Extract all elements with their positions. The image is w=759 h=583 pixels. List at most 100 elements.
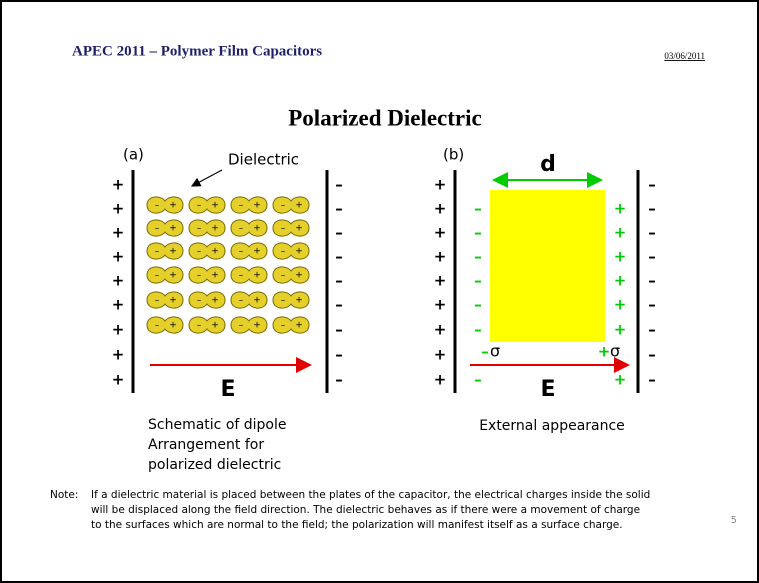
slide-title: Polarized Dielectric — [288, 105, 481, 130]
dipole — [146, 219, 184, 237]
dipole-sign: + — [295, 201, 303, 211]
charge-sign: – — [335, 176, 343, 194]
dipole-sign: – — [197, 224, 202, 234]
dipole — [272, 196, 310, 214]
charge-sign: – — [474, 321, 482, 339]
charge-sign: – — [648, 296, 656, 314]
charge-sign: + — [434, 200, 447, 218]
surface-charge: σ — [610, 342, 620, 361]
charge-sign: – — [648, 346, 656, 364]
dipole-sign: – — [197, 296, 202, 306]
dipole-sign: – — [155, 201, 160, 211]
dipole-sign: + — [211, 296, 219, 306]
dipole — [230, 196, 268, 214]
caption: Arrangement for — [148, 437, 264, 453]
dipole — [272, 242, 310, 260]
charge-sign: + — [434, 371, 447, 389]
dipole-sign: + — [169, 247, 177, 257]
charge-sign: + — [614, 321, 627, 339]
dipole-sign: – — [281, 321, 286, 331]
dipole — [230, 266, 268, 284]
charge-sign: + — [112, 371, 125, 389]
dipole-sign: – — [239, 224, 244, 234]
dipole-sign: + — [295, 296, 303, 306]
charge-sign: – — [648, 176, 656, 194]
dipole — [188, 242, 226, 260]
charge-sign: – — [648, 224, 656, 242]
charge-sign: – — [335, 272, 343, 290]
dipole-sign: + — [295, 321, 303, 331]
charge-sign: + — [112, 346, 125, 364]
charge-sign: + — [598, 343, 611, 361]
dipole — [146, 266, 184, 284]
dipole-sign: – — [239, 271, 244, 281]
field-label: E — [220, 377, 235, 402]
charge-sign: + — [112, 296, 125, 314]
charge-sign: – — [335, 200, 343, 218]
dipole-sign: + — [211, 321, 219, 331]
dipole-sign: + — [211, 271, 219, 281]
charge-sign: – — [474, 224, 482, 242]
dipole-sign: + — [253, 201, 261, 211]
dipole-sign: + — [295, 224, 303, 234]
charge-sign: + — [112, 200, 125, 218]
header-title: APEC 2011 – Polymer Film Capacitors — [72, 43, 322, 59]
charge-sign: – — [474, 200, 482, 218]
charge-sign: + — [112, 272, 125, 290]
charge-sign: – — [474, 272, 482, 290]
dipole-sign: – — [281, 247, 286, 257]
dipole-sign: + — [211, 201, 219, 211]
charge-sign: – — [648, 321, 656, 339]
charge-sign: + — [434, 346, 447, 364]
dipole — [146, 291, 184, 309]
charge-sign: + — [434, 224, 447, 242]
dipole-sign: + — [253, 321, 261, 331]
dipole-sign: – — [155, 296, 160, 306]
charge-sign: + — [434, 272, 447, 290]
charge-sign: – — [474, 248, 482, 266]
dipole-sign: – — [155, 224, 160, 234]
dipole-sign: + — [169, 224, 177, 234]
field-label: E — [540, 377, 555, 402]
caption: polarized dielectric — [148, 457, 281, 473]
charge-sign: + — [614, 224, 627, 242]
charge-sign: – — [648, 248, 656, 266]
annotation-arrow — [190, 169, 223, 187]
dipole — [188, 291, 226, 309]
dipole-sign: – — [281, 201, 286, 211]
dipole — [188, 196, 226, 214]
charge-sign: – — [648, 272, 656, 290]
charge-sign: – — [335, 248, 343, 266]
charge-sign: + — [112, 321, 125, 339]
charge-sign: + — [614, 248, 627, 266]
header-date: 03/06/2011 — [664, 51, 705, 61]
dipole — [188, 316, 226, 334]
dipole-sign: – — [239, 321, 244, 331]
dipole-sign: + — [253, 271, 261, 281]
caption: External appearance — [479, 418, 625, 434]
surface-charge: σ — [490, 342, 500, 361]
dipole-sign: + — [169, 271, 177, 281]
dipole-sign: – — [239, 247, 244, 257]
dipole-sign: – — [281, 271, 286, 281]
dipole — [272, 219, 310, 237]
dipole — [230, 291, 268, 309]
dipole-sign: + — [169, 201, 177, 211]
dipole-sign: – — [281, 224, 286, 234]
dipole-sign: + — [253, 296, 261, 306]
dipole-sign: – — [197, 271, 202, 281]
charge-sign: – — [648, 200, 656, 218]
page-number: 5 — [731, 515, 737, 526]
charge-sign: + — [614, 272, 627, 290]
charge-sign: – — [474, 371, 482, 389]
charge-sign: + — [112, 248, 125, 266]
charge-sign: – — [474, 296, 482, 314]
charge-sign: – — [335, 346, 343, 364]
charge-sign: – — [335, 321, 343, 339]
dipole-sign: + — [253, 224, 261, 234]
annotation: Dielectric — [228, 151, 299, 169]
dipole — [146, 316, 184, 334]
dipole-sign: – — [281, 296, 286, 306]
